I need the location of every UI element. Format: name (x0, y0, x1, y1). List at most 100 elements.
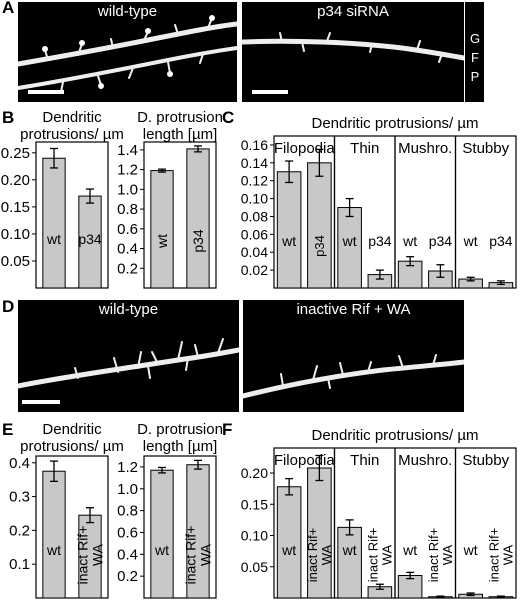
bar-label: p34 (190, 229, 206, 253)
y-tick-label: 0.6 (117, 221, 138, 238)
gfp-letter: P (470, 69, 480, 84)
y-tick-label: 0.12 (241, 173, 268, 189)
plot-frame (143, 455, 217, 599)
chart-title: Dendritic protrusions/ µm (311, 115, 478, 132)
y-tick-label: 0.15 (1, 199, 30, 216)
chart-title: D. protrusion (137, 421, 223, 438)
y-tick-label: 0.06 (241, 226, 268, 242)
y-tick-label: 0.05 (1, 253, 30, 270)
bar (42, 157, 66, 289)
bar-label: WA (379, 544, 394, 565)
bar (337, 526, 362, 599)
group-label: Stubby (462, 452, 509, 469)
bar-label: wt (463, 233, 478, 249)
y-tick-label: 0.20 (241, 465, 268, 481)
bar-label: WA (197, 543, 213, 566)
panel-letter-e: E (2, 420, 14, 439)
micrograph-a-wildtype: wild-type (18, 2, 237, 102)
gfp-letter: G (469, 31, 481, 46)
y-tick-label: 0.2 (117, 568, 138, 585)
y-tick-label: 1.0 (117, 181, 138, 198)
y-tick-label: 0.4 (9, 455, 30, 472)
chart-title: length [µm] (143, 126, 218, 143)
y-tick-label: 0.04 (241, 244, 268, 260)
bar-label: WA (319, 544, 334, 565)
y-tick-label: 0.10 (241, 528, 268, 544)
bar-label: WA (89, 543, 105, 566)
chart-c-protrusion-types: Dendritic protrusions/ µm 0.02 0.04 0.06 0.0… (241, 115, 517, 289)
bar-label: inact Rif+ (74, 526, 90, 585)
dendrite-image-a-left (18, 15, 237, 93)
bar-label: p34 (429, 233, 453, 249)
micrograph-a-right-title: p34 siRNA (317, 3, 389, 20)
bar-label: wt (46, 542, 61, 558)
y-tick-label: 0.15 (241, 496, 268, 512)
group-label: Stubby (462, 140, 509, 157)
y-tick-label: 0.20 (1, 172, 30, 189)
y-tick-label: 0.16 (241, 137, 268, 153)
chart-title: Dendritic protrusions/ µm (311, 427, 478, 444)
bar-label: wt (463, 542, 478, 558)
group-label: Mushro. (398, 140, 452, 157)
y-tick-label: 0.10 (1, 226, 30, 243)
panel-letter-a: A (2, 0, 15, 17)
plot-frame (143, 141, 217, 289)
micrograph-d-right-title: inactive Rif + WA (296, 301, 411, 318)
bar-label: wt (154, 234, 170, 249)
y-tick-label: 0.2 (117, 260, 138, 277)
group-label: Mushro. (398, 452, 452, 469)
y-tick-label: 1.4 (117, 142, 138, 159)
y-tick-label: 0.4 (117, 546, 138, 563)
y-tick-label: 1.2 (117, 162, 138, 179)
dendrite-image-d-left (18, 338, 239, 389)
y-tick-label: 0.02 (241, 262, 268, 278)
bar-label: wt (281, 233, 296, 249)
bar (276, 171, 302, 289)
y-tick-label: 0.8 (117, 201, 138, 218)
bar-label: inact Rif+ (305, 528, 320, 583)
chart-title: D. protrusion (137, 109, 223, 126)
dendrite-image-d-right (243, 354, 464, 399)
micrograph-d-left-title: wild-type (98, 301, 159, 318)
chart-f-protrusion-types: Dendritic protrusions/ µm 0.05 0.10 0.15 0.2… (241, 427, 517, 599)
y-tick-label: 0.1 (9, 556, 30, 573)
y-tick-label: 0.2 (9, 522, 30, 539)
micrograph-d-wildtype: wild-type (18, 300, 239, 412)
bar (150, 469, 174, 599)
chart-title: Dendritic (42, 109, 102, 126)
gfp-letter: F (471, 50, 479, 65)
dendrite-image-a-right (242, 32, 464, 63)
micrograph-d-inactive-rif: inactive Rif + WA (243, 300, 464, 412)
micrograph-a-left-title: wild-type (97, 3, 158, 20)
scale-bar (22, 400, 60, 404)
group-label: Filopodia (274, 452, 336, 469)
scale-bar (252, 90, 288, 94)
group-frame (454, 135, 517, 289)
gfp-label-box: G F P (465, 2, 484, 102)
bar-label: WA (500, 544, 515, 565)
y-tick-label: 0.08 (241, 208, 268, 224)
bar-label: p34 (78, 231, 102, 247)
bar-label: wt (342, 233, 357, 249)
bar-label: wt (342, 542, 357, 558)
chart-title: protrusions/ µm (20, 438, 124, 455)
bar-label: wt (46, 231, 61, 247)
bar (186, 148, 210, 289)
y-tick-label: 0.05 (241, 559, 268, 575)
chart-title: Dendritic (42, 421, 102, 438)
bar-label: wt (402, 233, 417, 249)
y-tick-label: 0.14 (241, 155, 268, 171)
chart-title: protrusions/ µm (20, 126, 124, 143)
scale-bar (28, 90, 64, 94)
bar-label: p34 (489, 233, 513, 249)
panel-letter-b: B (2, 108, 15, 127)
y-tick-label: 1.0 (117, 481, 138, 498)
bar-label: inact Rif+ (182, 526, 198, 585)
group-frame (454, 447, 517, 599)
y-tick-label: 0.3 (9, 489, 30, 506)
bar-label: WA (440, 544, 455, 565)
bar-label: wt (402, 542, 417, 558)
